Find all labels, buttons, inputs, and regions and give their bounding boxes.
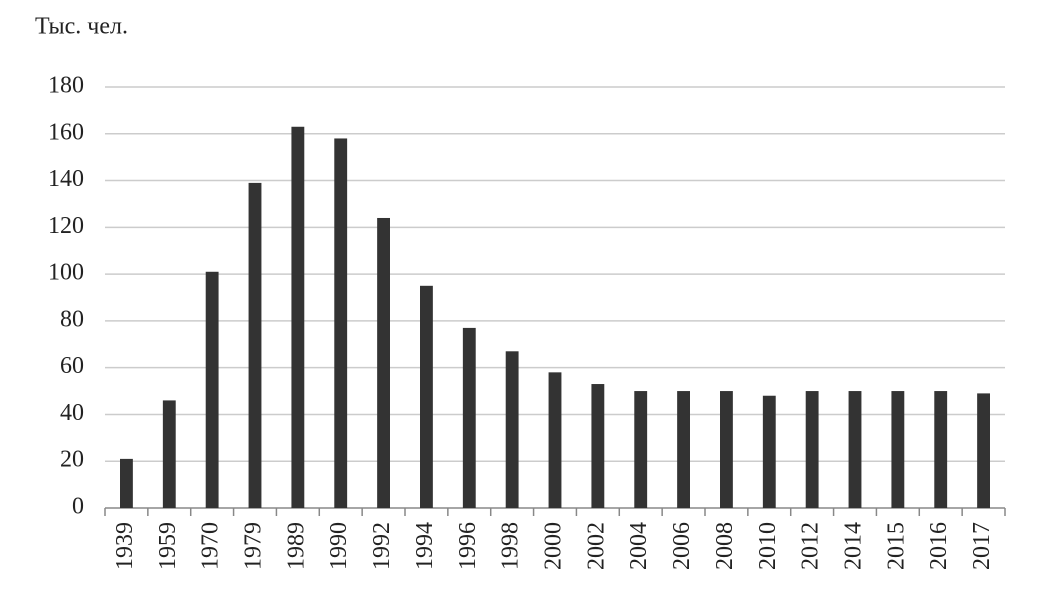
bar (720, 391, 733, 508)
x-tick-label: 1979 (241, 522, 267, 570)
x-tick-label: 1990 (326, 522, 352, 570)
x-tick-label: 2008 (712, 522, 738, 570)
y-tick-label: 40 (60, 400, 84, 426)
bar (977, 393, 990, 508)
bar (548, 372, 562, 508)
bar (420, 285, 433, 508)
chart-title: Тыс. чел. (35, 14, 128, 40)
y-tick-label: 0 (72, 494, 84, 520)
x-tick-label: 2015 (883, 522, 909, 570)
x-tick-label: 2010 (755, 522, 781, 570)
bar (762, 395, 776, 508)
x-tick-label: 1959 (155, 522, 181, 570)
x-tick-label: 1989 (283, 522, 309, 570)
y-tick-label: 180 (48, 73, 84, 99)
bar (805, 391, 819, 508)
y-tick-label: 140 (48, 166, 84, 192)
bar (162, 400, 176, 508)
y-tick-label: 100 (48, 260, 84, 286)
bar (591, 384, 605, 508)
x-tick-label: 1992 (369, 522, 395, 570)
x-tick-label: 1994 (412, 522, 438, 570)
bar (120, 458, 133, 508)
bar (205, 271, 219, 508)
y-tick-label: 160 (48, 119, 84, 145)
y-tick-label: 80 (60, 306, 84, 332)
x-tick-label: 2014 (841, 522, 867, 570)
x-tick-label: 1998 (498, 522, 524, 570)
x-tick-label: 2012 (798, 522, 824, 570)
bar (248, 182, 262, 508)
bar (377, 217, 390, 508)
bar (505, 351, 519, 508)
x-tick-label: 1996 (455, 522, 481, 570)
bar (677, 391, 690, 508)
bar (891, 391, 905, 508)
x-tick-label: 2004 (626, 522, 652, 570)
bar (848, 391, 862, 508)
x-tick-label: 2016 (926, 522, 952, 570)
y-tick-label: 120 (48, 213, 84, 239)
x-tick-label: 2017 (969, 522, 995, 570)
x-tick-label: 2006 (669, 522, 695, 570)
y-tick-label: 20 (60, 447, 84, 473)
x-tick-label: 2000 (541, 522, 567, 570)
x-tick-label: 1970 (198, 522, 224, 570)
y-tick-label: 60 (60, 353, 84, 379)
bar (634, 391, 648, 508)
bar (934, 391, 948, 508)
bar (291, 126, 305, 508)
bar (334, 138, 348, 508)
x-tick-label: 2002 (583, 522, 609, 570)
bar (462, 327, 476, 508)
x-tick-label: 1939 (112, 522, 138, 570)
